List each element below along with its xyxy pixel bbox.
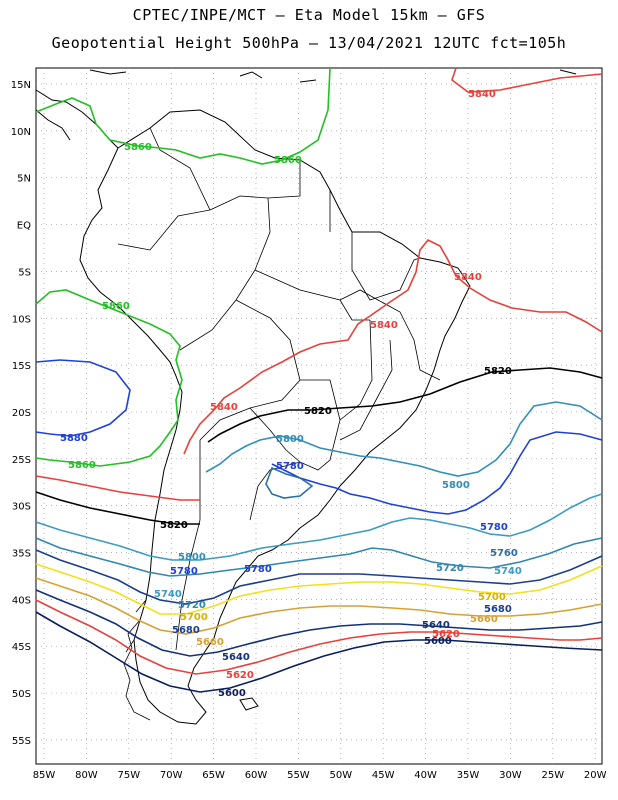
lon-tick-label: 45W <box>372 770 395 781</box>
contour-label: 5860 <box>124 142 152 153</box>
contour-label: 5800 <box>178 552 206 563</box>
chart-title-line2: Geopotential Height 500hPa – 13/04/2021 … <box>51 34 567 52</box>
contour-label: 5860 <box>68 460 96 471</box>
chile-coast-islands <box>123 599 151 721</box>
contour-label: 5620 <box>432 629 460 640</box>
contour-label: 5800 <box>442 480 470 491</box>
contour-5820 <box>207 367 603 443</box>
lat-tick-label: 40S <box>12 595 31 606</box>
contour-label: 5600 <box>424 636 452 647</box>
contour-label: 5680 <box>484 604 512 615</box>
lon-tick-label: 35W <box>457 770 480 781</box>
contour-label: 5860 <box>274 155 302 166</box>
contour-5720 <box>35 537 603 577</box>
contour-5680 <box>35 549 603 605</box>
lat-lon-grid <box>36 68 602 764</box>
contour-5860-west <box>35 289 183 467</box>
contour-label: 5780 <box>276 461 304 472</box>
lon-tick-label: 60W <box>245 770 268 781</box>
contour-5840-west <box>35 475 200 501</box>
contour-5880-west <box>35 359 131 437</box>
contour-5620 <box>35 599 603 675</box>
contour-label: 5720 <box>436 563 464 574</box>
lat-tick-label: 55S <box>12 736 31 747</box>
lon-tick-label: 70W <box>160 770 183 781</box>
contour-label: 5840 <box>468 89 496 100</box>
lat-tick-label: 10S <box>12 314 31 325</box>
contour-label: 5760 <box>490 548 518 559</box>
contour-5600 <box>35 611 603 693</box>
contour-labels: 5840 5860 5860 5840 5860 5840 5820 5880 … <box>60 89 522 699</box>
lat-tick-label: EQ <box>17 221 31 232</box>
lat-tick-label: 15N <box>11 80 31 91</box>
lat-tick-label: 20S <box>12 408 31 419</box>
contour-label: 5860 <box>102 301 130 312</box>
lat-tick-label: 25S <box>12 455 31 466</box>
lon-tick-label: 85W <box>33 770 56 781</box>
contour-label: 5820 <box>484 366 512 377</box>
contour-label: 5680 <box>172 625 200 636</box>
lat-tick-label: 15S <box>12 361 31 372</box>
contour-label: 5780 <box>244 564 272 575</box>
contour-5760-loop <box>265 466 314 499</box>
lon-tick-label: 75W <box>117 770 140 781</box>
contour-label: 5780 <box>480 522 508 533</box>
lon-tick-label: 50W <box>329 770 352 781</box>
lon-tick-label: 40W <box>414 770 437 781</box>
contour-label: 5840 <box>210 402 238 413</box>
contour-label: 5640 <box>222 652 250 663</box>
lon-tick-label: 65W <box>202 770 225 781</box>
contour-label: 5840 <box>370 320 398 331</box>
contour-label: 5740 <box>494 566 522 577</box>
country-borders <box>117 127 441 651</box>
lat-tick-label: 5N <box>17 174 31 185</box>
contour-label: 5620 <box>226 670 254 681</box>
contour-label: 5600 <box>218 688 246 699</box>
contour-5660 <box>35 577 603 635</box>
contour-5780 <box>271 431 603 515</box>
lat-tick-label: 35S <box>12 549 31 560</box>
chart-title-line1: CPTEC/INPE/MCT – Eta Model 15km – GFS <box>132 6 486 24</box>
falkland-islands <box>239 697 259 711</box>
contour-label: 5820 <box>160 520 188 531</box>
contour-label: 5780 <box>170 566 198 577</box>
contour-5860-north <box>35 67 331 165</box>
lon-tick-label: 30W <box>499 770 522 781</box>
lat-tick-label: 5S <box>18 267 31 278</box>
lat-tick-label: 50S <box>12 689 31 700</box>
contour-label: 5640 <box>422 620 450 631</box>
lat-tick-label: 10N <box>11 127 31 138</box>
axis-ticks: 15N 10N 5N EQ 5S 10S 15S 20S 25S 30S 35S 40S 45S 50S 5… <box>11 80 607 781</box>
contour-5820-south <box>35 491 200 525</box>
contour-label: 5700 <box>478 592 506 603</box>
central-america <box>35 89 119 149</box>
contour-label: 5660 <box>470 614 498 625</box>
contour-label: 5800 <box>276 434 304 445</box>
contour-label: 5660 <box>196 637 224 648</box>
contour-label: 5880 <box>60 433 88 444</box>
south-america-outline <box>79 109 471 725</box>
contour-5840-brazil <box>183 238 603 455</box>
contour-label: 5720 <box>178 600 206 611</box>
map-frame <box>35 67 603 765</box>
contour-label: 5740 <box>154 589 182 600</box>
lon-tick-label: 20W <box>584 770 607 781</box>
lon-tick-label: 25W <box>541 770 564 781</box>
lat-tick-label: 30S <box>12 502 31 513</box>
contour-5700 <box>35 563 603 615</box>
lat-tick-label: 45S <box>12 642 31 653</box>
contour-label: 5840 <box>454 272 482 283</box>
lon-tick-label: 80W <box>75 770 98 781</box>
contour-lines <box>35 67 603 693</box>
contour-label: 5700 <box>180 612 208 623</box>
coastline <box>35 69 577 725</box>
contour-label: 5820 <box>304 406 332 417</box>
lon-tick-label: 55W <box>287 770 310 781</box>
contour-5840-north <box>451 67 603 93</box>
contour-5640 <box>35 589 603 657</box>
contour-5800 <box>205 401 603 477</box>
caribbean-islands <box>89 69 577 83</box>
contour-5740 <box>35 493 603 561</box>
